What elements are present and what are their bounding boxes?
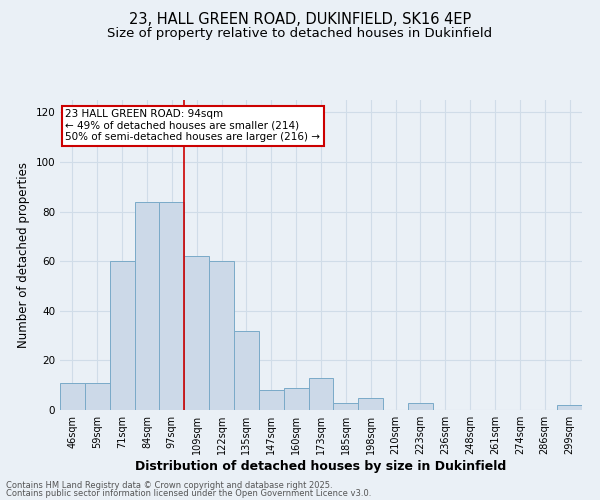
Bar [160,202,184,410]
Text: Contains HM Land Registry data © Crown copyright and database right 2025.: Contains HM Land Registry data © Crown c… [6,480,332,490]
Bar [234,330,259,410]
Bar [60,382,85,410]
Bar [358,398,383,410]
Bar [134,202,160,410]
Bar [408,402,433,410]
Bar [557,405,582,410]
Text: 23 HALL GREEN ROAD: 94sqm
← 49% of detached houses are smaller (214)
50% of semi: 23 HALL GREEN ROAD: 94sqm ← 49% of detac… [65,110,320,142]
Bar [85,382,110,410]
Bar [259,390,284,410]
Y-axis label: Number of detached properties: Number of detached properties [17,162,30,348]
Bar [110,261,134,410]
X-axis label: Distribution of detached houses by size in Dukinfield: Distribution of detached houses by size … [136,460,506,473]
Text: Contains public sector information licensed under the Open Government Licence v3: Contains public sector information licen… [6,489,371,498]
Bar [209,261,234,410]
Bar [308,378,334,410]
Bar [334,402,358,410]
Text: 23, HALL GREEN ROAD, DUKINFIELD, SK16 4EP: 23, HALL GREEN ROAD, DUKINFIELD, SK16 4E… [129,12,471,28]
Bar [184,256,209,410]
Text: Size of property relative to detached houses in Dukinfield: Size of property relative to detached ho… [107,28,493,40]
Bar [284,388,308,410]
